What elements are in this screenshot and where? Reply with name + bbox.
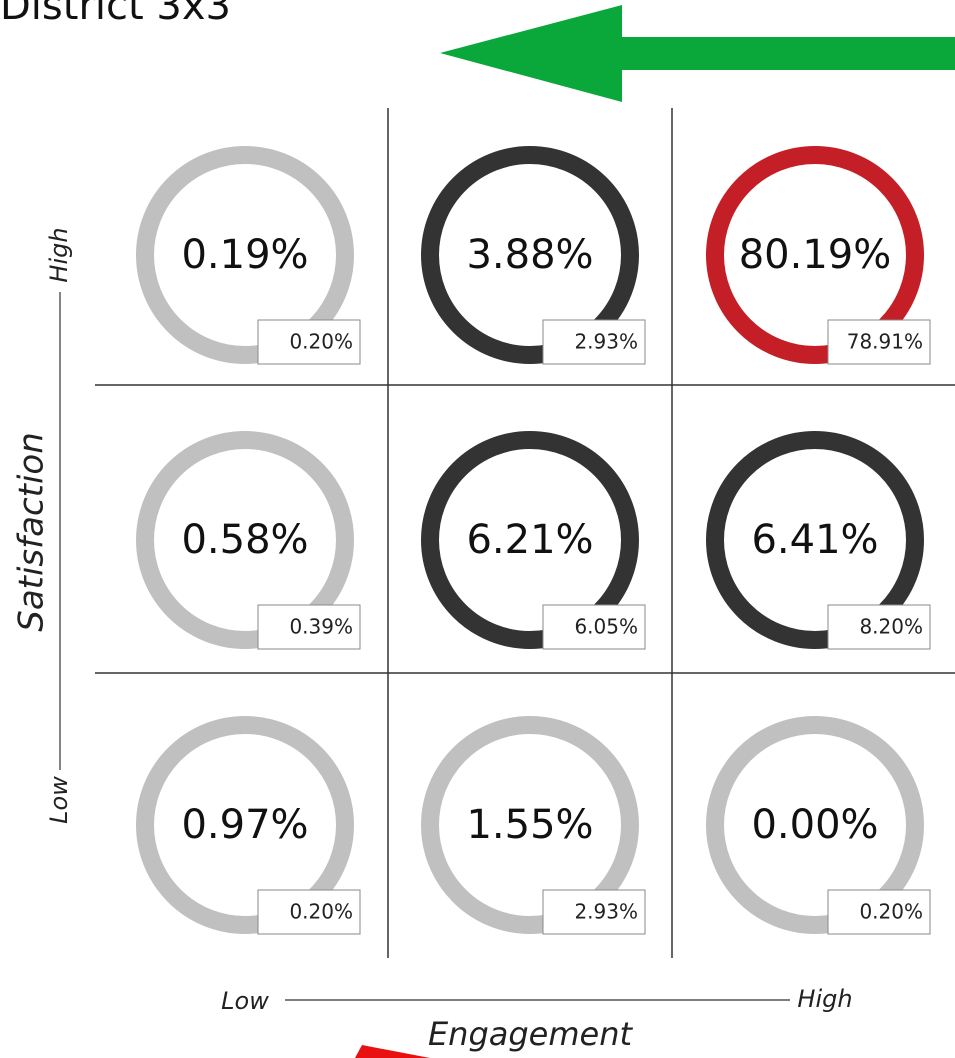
ring (706, 146, 924, 364)
y-title: Satisfaction (12, 432, 52, 632)
ring (421, 716, 639, 934)
x-title: Engagement (428, 1015, 634, 1053)
ring (706, 431, 924, 649)
sub-box (827, 319, 931, 365)
main-value: 0.19% (181, 232, 308, 278)
sub-value: 0.39% (289, 615, 353, 639)
green-arrow (440, 5, 955, 102)
main-value: 0.00% (751, 802, 878, 848)
ring (421, 431, 639, 649)
main-value: 6.21% (466, 517, 593, 563)
sub-value: 2.93% (574, 900, 638, 924)
main-value: 0.58% (181, 517, 308, 563)
main-value: 80.19% (739, 232, 892, 278)
main-value: 3.88% (466, 232, 593, 278)
y-high: High (45, 227, 73, 282)
sub-value: 0.20% (289, 900, 353, 924)
x-low: Low (221, 987, 269, 1015)
sub-box (542, 319, 646, 365)
ring (136, 146, 354, 364)
sub-value: 0.20% (289, 330, 353, 354)
title: District 3x3 (0, 0, 231, 29)
sub-value: 78.91% (847, 330, 923, 354)
ring (136, 716, 354, 934)
sub-value: 6.05% (574, 615, 638, 639)
red-arrow (355, 1045, 430, 1058)
ring (706, 716, 924, 934)
sub-box (542, 604, 646, 650)
sub-box (257, 604, 361, 650)
main-value: 1.55% (466, 802, 593, 848)
sub-box (542, 889, 646, 935)
sub-box (257, 319, 361, 365)
sub-value: 2.93% (574, 330, 638, 354)
sub-box (827, 889, 931, 935)
y-low: Low (45, 776, 73, 824)
x-high: High (797, 985, 852, 1013)
grid-lines (95, 108, 955, 958)
sub-box (257, 889, 361, 935)
main-value: 0.97% (181, 802, 308, 848)
sub-value: 8.20% (859, 615, 923, 639)
sub-value: 0.20% (859, 900, 923, 924)
main-value: 6.41% (751, 517, 878, 563)
ring (421, 146, 639, 364)
sub-box (827, 604, 931, 650)
ring (136, 431, 354, 649)
